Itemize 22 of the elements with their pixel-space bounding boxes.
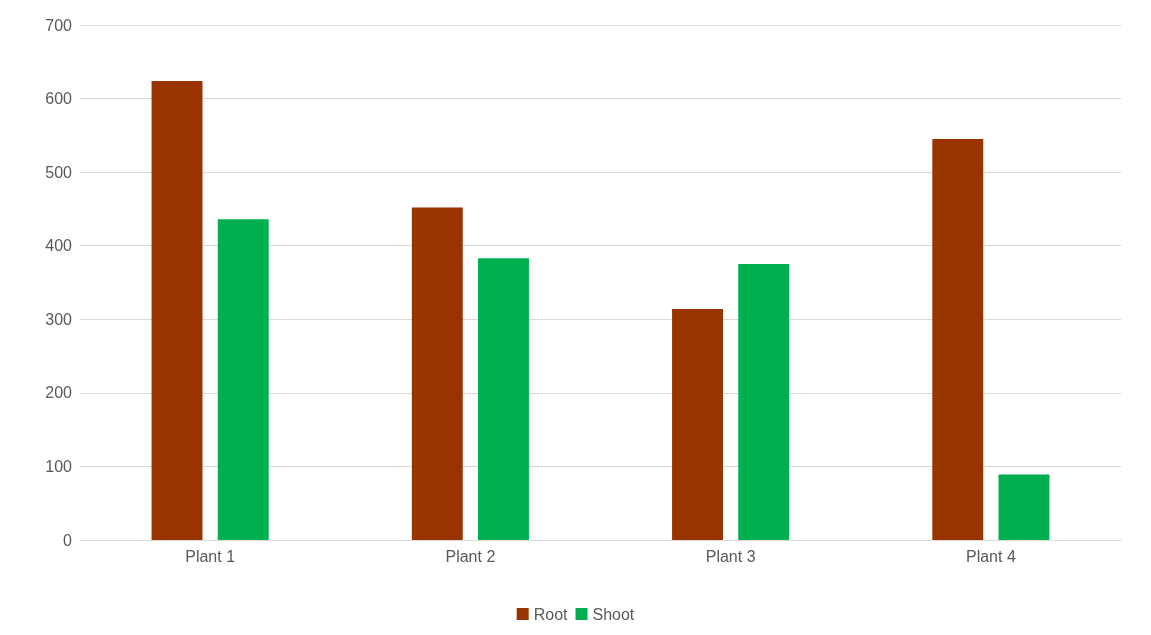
y-tick-label: 600 [45,90,73,108]
bar [217,219,269,540]
bar [672,308,723,540]
y-tick-label: 0 [63,531,73,549]
x-tick-label: Plant 3 [705,547,756,565]
y-tick-label: 400 [45,237,73,255]
y-tick-label: 500 [45,163,73,181]
bar [932,139,984,540]
x-tick-label: Plant 4 [965,547,1016,565]
y-tick-label: 100 [45,457,73,475]
legend-label: Root [533,605,569,623]
y-tick-label: 700 [45,16,73,34]
y-tick-label: 300 [45,310,73,328]
x-tick-label: Plant 2 [445,547,496,565]
bar [411,207,463,540]
bar [738,264,790,540]
y-tick-label: 200 [45,384,73,402]
bar [151,80,203,540]
bar [478,258,529,540]
bar [998,474,1050,540]
legend-label: Shoot [592,605,635,623]
x-tick-label: Plant 1 [185,547,236,565]
